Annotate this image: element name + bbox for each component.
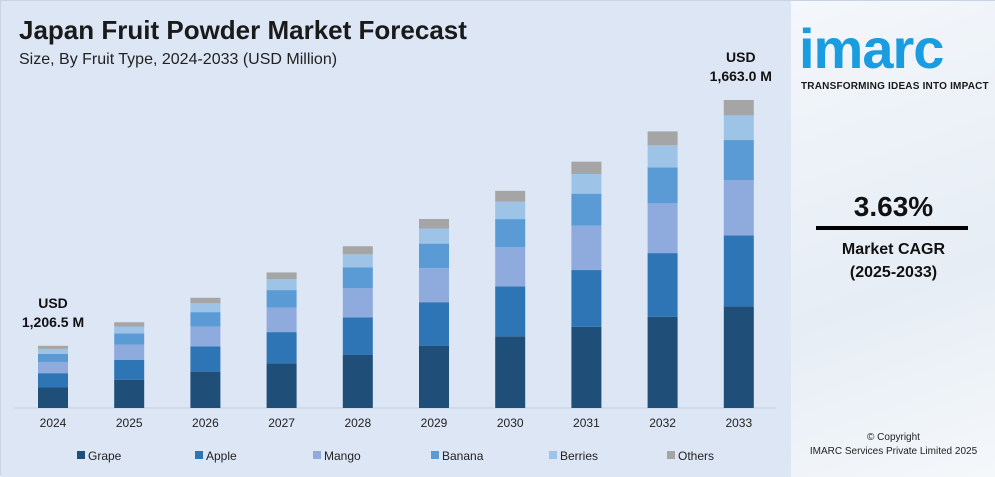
legend-label: Grape xyxy=(88,449,122,463)
bar-segment-others-2030 xyxy=(495,190,526,202)
data-label: USD xyxy=(38,295,68,311)
bar-segment-grape-2024 xyxy=(38,387,68,408)
bar-segment-grape-2032 xyxy=(647,316,678,408)
bar-segment-grape-2031 xyxy=(571,326,602,408)
bar-segment-banana-2026 xyxy=(190,312,221,327)
bar-segment-others-2032 xyxy=(647,131,678,146)
legend-swatch-banana xyxy=(431,451,439,459)
legend-label: Apple xyxy=(206,449,237,463)
x-tick-label: 2024 xyxy=(40,416,67,430)
bar-segment-others-2028 xyxy=(342,246,373,255)
bar-segment-banana-2032 xyxy=(647,167,678,204)
bar-segment-berries-2026 xyxy=(190,303,221,313)
bar-segment-others-2024 xyxy=(38,345,68,349)
bar-segment-banana-2029 xyxy=(419,243,449,269)
data-label: USD xyxy=(726,49,756,65)
legend-label: Others xyxy=(678,449,714,463)
bar-segment-apple-2027 xyxy=(266,332,297,364)
legend-label: Mango xyxy=(324,449,361,463)
chart-subtitle: Size, By Fruit Type, 2024-2033 (USD Mill… xyxy=(19,51,338,68)
bar-segment-berries-2031 xyxy=(571,173,602,194)
bar-segment-mango-2027 xyxy=(266,307,297,333)
bar-segment-others-2031 xyxy=(571,161,602,174)
bar-segment-mango-2031 xyxy=(571,225,602,271)
x-tick-label: 2031 xyxy=(573,416,600,430)
data-label: 1,206.5 M xyxy=(22,314,84,330)
data-label: 1,663.0 M xyxy=(710,68,772,84)
cagr-value: 3.63% xyxy=(853,191,934,222)
bar-segment-berries-2028 xyxy=(342,254,373,268)
info-panel xyxy=(791,1,995,477)
bar-segment-grape-2033 xyxy=(723,306,754,408)
x-tick-label: 2026 xyxy=(192,416,219,430)
bar-segment-mango-2026 xyxy=(190,326,221,347)
bar-segment-others-2027 xyxy=(266,272,297,280)
bar-segment-banana-2031 xyxy=(571,193,602,226)
bar-segment-others-2026 xyxy=(190,297,221,304)
bar-segment-berries-2027 xyxy=(266,279,297,291)
bar-segment-apple-2033 xyxy=(723,235,754,307)
bar-segment-apple-2028 xyxy=(342,317,373,355)
bar-segment-grape-2027 xyxy=(266,363,297,408)
bar-segment-banana-2030 xyxy=(495,219,526,248)
legend-swatch-others xyxy=(667,451,675,459)
bar-segment-mango-2025 xyxy=(114,344,145,360)
bar-segment-mango-2024 xyxy=(38,361,68,374)
copyright-line2: IMARC Services Private Limited 2025 xyxy=(809,446,978,457)
bar-segment-berries-2025 xyxy=(114,326,145,334)
bar-segment-apple-2026 xyxy=(190,346,221,372)
x-tick-label: 2033 xyxy=(725,416,752,430)
x-tick-label: 2029 xyxy=(421,416,448,430)
legend-label: Berries xyxy=(560,449,598,463)
bar-segment-apple-2031 xyxy=(571,270,602,327)
cagr-label: Market CAGR xyxy=(841,241,946,258)
bar-segment-mango-2030 xyxy=(495,247,526,287)
x-tick-label: 2030 xyxy=(497,416,524,430)
bar-segment-mango-2032 xyxy=(647,203,678,254)
bar-segment-others-2033 xyxy=(723,100,754,116)
bar-segment-others-2025 xyxy=(114,322,145,327)
bar-segment-grape-2029 xyxy=(419,345,449,408)
bar-segment-berries-2032 xyxy=(647,145,678,168)
divider xyxy=(816,226,968,230)
bar-segment-grape-2026 xyxy=(190,371,221,408)
bar-segment-banana-2025 xyxy=(114,333,145,345)
legend-swatch-mango xyxy=(313,451,321,459)
x-tick-label: 2025 xyxy=(116,416,143,430)
bar-segment-apple-2032 xyxy=(647,253,678,317)
bar-segment-mango-2028 xyxy=(342,288,373,318)
legend-swatch-apple xyxy=(195,451,203,459)
bar-segment-grape-2030 xyxy=(495,336,526,408)
x-tick-label: 2028 xyxy=(344,416,371,430)
bar-segment-apple-2030 xyxy=(495,286,526,337)
imarc-logo: imarc xyxy=(799,17,944,80)
bar-segment-grape-2025 xyxy=(114,379,145,408)
bar-segment-apple-2025 xyxy=(114,359,145,380)
bar-segment-mango-2033 xyxy=(723,180,754,236)
bar-segment-banana-2024 xyxy=(38,353,68,362)
bar-segment-banana-2033 xyxy=(723,140,754,181)
bar-segment-berries-2033 xyxy=(723,115,754,141)
bar-segment-banana-2027 xyxy=(266,290,297,308)
bar-chart: 2024 2025 2026 2027 2028 2029 2030 2031 2032 2033… xyxy=(15,49,776,463)
bar-segment-berries-2024 xyxy=(38,348,68,354)
bar-segment-grape-2028 xyxy=(342,354,373,408)
x-tick-label: 2032 xyxy=(649,416,676,430)
cagr-period: (2025-2033) xyxy=(849,264,938,281)
bar-segment-apple-2024 xyxy=(38,373,68,388)
copyright-line1: © Copyright xyxy=(867,432,920,443)
x-tick-label: 2027 xyxy=(268,416,295,430)
bar-segment-others-2029 xyxy=(419,219,449,229)
legend-swatch-berries xyxy=(549,451,557,459)
legend-swatch-grape xyxy=(77,451,85,459)
bar-segment-banana-2028 xyxy=(342,267,373,289)
legend-label: Banana xyxy=(442,449,484,463)
bar-segment-berries-2029 xyxy=(419,228,449,244)
bar-segment-mango-2029 xyxy=(419,268,449,303)
bar-segment-berries-2030 xyxy=(495,201,526,220)
chart-title: Japan Fruit Powder Market Forecast xyxy=(19,15,467,45)
bar-segment-apple-2029 xyxy=(419,302,449,346)
brand-tagline: TRANSFORMING IDEAS INTO IMPACT xyxy=(801,81,989,92)
